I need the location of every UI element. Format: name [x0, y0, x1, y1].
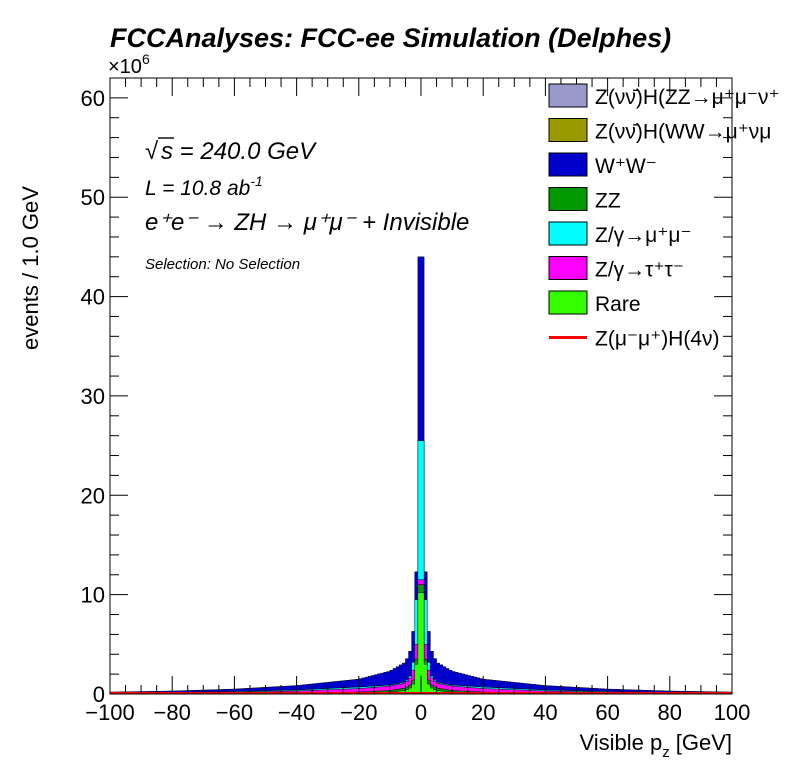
legend-swatch [548, 83, 588, 108]
x-tick-label: −100 [85, 700, 135, 725]
y-tick-label: 60 [81, 86, 105, 111]
legend-swatch [548, 152, 588, 177]
legend-label: Z(νν̄)H(ZZ→μ⁺μ⁻ν⁺ [595, 86, 780, 109]
x-tick-label: 40 [533, 700, 557, 725]
x-tick-label: −40 [278, 700, 315, 725]
x-tick-label: 100 [714, 700, 751, 725]
y-multiplier: ×106 [108, 51, 150, 78]
y-axis-label: events / 1.0 GeV [18, 186, 43, 350]
x-tick-label: 20 [471, 700, 495, 725]
legend-label: Rare [595, 293, 641, 316]
legend-label: W⁺W⁻ [595, 155, 657, 178]
chart-title: FCCAnalyses: FCC-ee Simulation (Delphes) [110, 23, 671, 53]
process-annotation: e⁺e⁻ → ZH → μ⁺μ⁻ + Invisible [145, 209, 469, 236]
x-tick-label: 80 [658, 700, 682, 725]
sqrt-symbol: √ [145, 138, 159, 165]
x-tick-label: 0 [415, 700, 427, 725]
y-tick-label: 0 [93, 682, 105, 707]
legend-label: Z/γ→μ⁺μ⁻ [595, 224, 692, 247]
y-tick-label: 50 [81, 185, 105, 210]
legend-swatch [548, 187, 588, 211]
bars-layer [109, 256, 733, 695]
legend-label: Z(νν̄)H(WW→μ⁺νμ [595, 121, 771, 144]
x-tick-label: −20 [340, 700, 377, 725]
sqrt-s-text: s = 240.0 GeV [161, 138, 317, 165]
legend-swatch [548, 118, 588, 142]
legend-label: Z/γ→τ⁺τ⁻ [595, 259, 684, 282]
axes-layer: −100 −80 −60 −40 −20 0 20 40 60 80 100 0 10 20 30 40 50 6… [81, 77, 751, 725]
legend: Z(νν̄)H(ZZ→μ⁺μ⁻ν⁺ Z(νν̄)H(WW→μ⁺νμ W⁺W⁻ ZZ Z/… [548, 83, 780, 351]
x-tick-label: −60 [216, 700, 253, 725]
x-tick-label: −80 [154, 700, 191, 725]
x-tick-label: 60 [595, 700, 619, 725]
legend-label: ZZ [595, 190, 621, 213]
y-tick-label: 10 [81, 583, 105, 608]
series-z- [109, 440, 733, 695]
y-tick-label: 40 [81, 285, 105, 310]
selection-annotation: Selection: No Selection [145, 256, 300, 273]
y-tick-label: 30 [81, 384, 105, 409]
legend-swatch [548, 221, 588, 246]
y-tick-label: 20 [81, 483, 105, 508]
legend-swatch [548, 290, 588, 315]
lumi-annotation: L = 10.8 ab-1 [145, 173, 263, 200]
legend-swatch [548, 256, 588, 280]
x-axis-label: Visible pz [GeV] [579, 730, 732, 761]
sqrt-s-annotation: √ s = 240.0 GeV [145, 137, 317, 165]
legend-label: Z(μ⁻μ⁺)H(4ν) [595, 328, 720, 351]
